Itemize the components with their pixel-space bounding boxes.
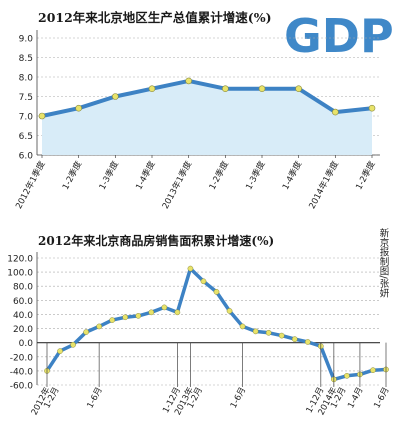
gdp-line — [41, 78, 373, 118]
gdp-badge: GDP — [284, 9, 394, 63]
housing-data-point — [200, 278, 207, 285]
housing-data-point — [278, 332, 285, 339]
housing-x-tick-label: 1-4月 — [346, 386, 365, 410]
housing-data-point — [122, 314, 129, 321]
gdp-chart: 2012年来北京地区生产总值累计增速(%) GDP 9.0 8.5 8.0 7.5 7.… — [13, 9, 393, 211]
housing-y-tick-label: 40.0 — [13, 311, 33, 321]
housing-x-tick-label: 1-6月 — [229, 386, 248, 410]
gdp-x-tick-label: 1-2季度 — [353, 159, 377, 192]
chart-credit: 新京报制图/张妍 — [378, 227, 390, 298]
gdp-x-tick-label: 1-3季度 — [243, 159, 267, 192]
housing-data-point — [96, 323, 103, 330]
housing-data-point — [148, 309, 155, 316]
gdp-data-point — [258, 85, 266, 92]
housing-x-tick-label: 1-6月 — [372, 386, 391, 410]
gdp-x-tick-label: 1-3季度 — [97, 159, 121, 192]
housing-data-point — [370, 367, 376, 374]
gdp-y-tick-label: 6.0 — [19, 152, 34, 162]
housing-y-tick-label: 100.0 — [7, 269, 33, 279]
gdp-y-tick-label: 8.5 — [19, 54, 33, 64]
housing-data-point — [291, 336, 298, 342]
gdp-x-axis: 2012年1季度 1-2季度 1-3季度 1-4季度 2013年1季度 1-2季度 1-3季… — [13, 155, 378, 211]
gdp-data-point — [112, 93, 119, 100]
housing-chart-title: 2012年来北京商品房销售面积累计增速(%) — [38, 233, 274, 248]
gdp-data-point — [368, 104, 376, 112]
housing-y-tick-label: 0.0 — [19, 339, 34, 349]
housing-data-point — [265, 329, 272, 336]
housing-y-axis: 120.0 100.0 80.0 60.0 40.0 20.0 0.0 -20.0 -40.0 -… — [7, 255, 33, 392]
housing-data-point — [83, 329, 89, 335]
housing-data-point — [161, 304, 168, 311]
housing-data-point — [252, 328, 259, 335]
gdp-data-point — [38, 112, 46, 120]
gdp-y-tick-label: 7.5 — [19, 93, 33, 103]
housing-grid — [36, 252, 380, 386]
gdp-y-axis: 9.0 8.5 8.0 7.5 7.0 6.5 6.0 — [19, 35, 34, 162]
gdp-area — [42, 80, 372, 155]
gdp-data-point — [295, 85, 302, 92]
gdp-data-point — [222, 85, 229, 92]
housing-data-point — [304, 339, 311, 345]
housing-y-tick-label: -60.0 — [10, 382, 34, 392]
housing-y-tick-label: 20.0 — [13, 325, 33, 335]
gdp-x-tick-label: 2012年1季度 — [13, 159, 48, 211]
housing-data-point — [135, 313, 142, 319]
housing-data-point — [344, 372, 350, 379]
housing-data-point — [109, 317, 116, 323]
housing-data-point — [213, 289, 220, 295]
gdp-y-tick-label: 7.0 — [19, 113, 34, 123]
gdp-x-tick-label: 1-2季度 — [60, 159, 84, 192]
housing-data-point — [174, 309, 181, 316]
gdp-x-tick-label: 1-4季度 — [133, 159, 157, 192]
housing-data-point — [226, 308, 233, 314]
housing-x-tick-label: 1-6月 — [85, 386, 104, 410]
gdp-data-point — [148, 85, 156, 92]
housing-y-tick-label: -40.0 — [10, 367, 34, 377]
housing-chart: 2012年来北京商品房销售面积累计增速(%) 120.0 100.0 80.0 60.… — [7, 227, 391, 417]
housing-markers — [44, 265, 389, 383]
gdp-y-tick-label: 8.0 — [19, 74, 34, 84]
gdp-x-tick-label: 1-2季度 — [207, 159, 231, 192]
gdp-x-tick-label: 2014年1季度 — [307, 159, 342, 211]
housing-y-tick-label: -20.0 — [10, 353, 34, 363]
housing-data-point — [57, 348, 63, 354]
gdp-data-point — [185, 77, 192, 85]
housing-y-tick-label: 120.0 — [7, 255, 33, 265]
housing-data-point — [187, 265, 194, 272]
gdp-data-point — [75, 104, 82, 112]
credit-text: 新京报制图/张妍 — [378, 227, 390, 298]
housing-data-point — [239, 323, 246, 330]
gdp-markers — [38, 77, 376, 120]
gdp-y-tick-label: 6.5 — [19, 132, 33, 142]
gdp-x-tick-label: 1-4季度 — [280, 159, 304, 192]
housing-y-tick-label: 60.0 — [13, 297, 33, 307]
gdp-chart-title: 2012年来北京地区生产总值累计增速(%) — [38, 10, 272, 25]
housing-data-point — [70, 341, 76, 348]
gdp-y-tick-label: 9.0 — [19, 35, 34, 45]
housing-y-tick-label: 80.0 — [13, 283, 33, 293]
gdp-x-tick-label: 2013年1季度 — [160, 159, 195, 211]
gdp-data-point — [332, 108, 339, 116]
